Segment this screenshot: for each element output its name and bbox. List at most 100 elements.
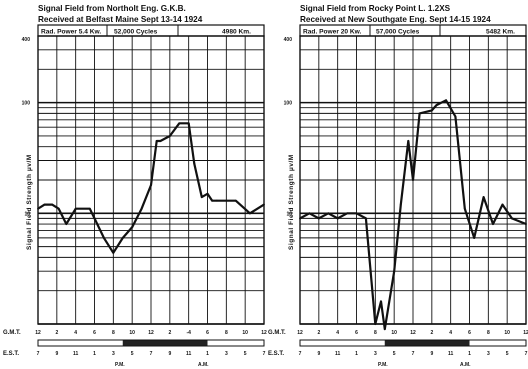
est-tick: 7: [263, 351, 266, 357]
pm-label: P.M.: [378, 362, 388, 368]
y-tick-labels: 400 100 10: [22, 37, 31, 217]
am-label: A.M.: [460, 362, 471, 368]
header-frequency: 57,000 Cycles: [376, 29, 420, 36]
data-point: [187, 122, 190, 125]
est-tick: 11: [335, 351, 341, 357]
data-point: [445, 99, 447, 102]
plot-frame: [299, 35, 527, 325]
est-tick: 1: [468, 351, 471, 357]
est-tick: 11: [448, 351, 454, 357]
gmt-tick: 2: [168, 330, 171, 336]
chart-rocky-point: Signal Field from Rocky Point L. 1.2XS R…: [268, 4, 528, 368]
data-point: [399, 203, 402, 206]
est-tick: 7: [525, 351, 528, 357]
gmt-tick: 12: [261, 330, 267, 336]
gmt-tick: 2: [55, 330, 58, 336]
est-tick: 5: [506, 351, 509, 357]
gmt-tick: 12: [35, 330, 41, 336]
header-distance: 5482 Km.: [486, 29, 515, 36]
series-path: [299, 99, 527, 331]
data-point: [216, 199, 218, 202]
est-tick: 3: [374, 351, 377, 357]
data-point: [346, 212, 348, 215]
data-point: [65, 223, 68, 225]
gmt-tick: 4: [336, 330, 339, 336]
data-point: [380, 300, 382, 303]
data-point: [43, 203, 46, 206]
data-point: [501, 203, 504, 206]
data-point: [155, 140, 158, 142]
data-point: [57, 207, 60, 210]
header-power: Rad. Power 5.4 Kw.: [41, 29, 101, 36]
gmt-tick: 4: [449, 330, 452, 336]
data-point: [473, 236, 476, 239]
est-tick: 7: [37, 351, 40, 357]
data-point: [454, 115, 457, 118]
data-point: [355, 212, 358, 215]
gmt-tick: 6: [93, 330, 96, 336]
data-point: [482, 196, 485, 199]
data-point: [51, 203, 54, 206]
gmt-tick: 12: [148, 330, 154, 336]
data-point: [317, 217, 320, 220]
data-point: [374, 323, 377, 325]
est-tick: 9: [317, 351, 320, 357]
data-point: [140, 207, 143, 210]
gmt-tick: 8: [487, 330, 490, 336]
y-tick-label: 400: [284, 37, 293, 43]
data-point: [327, 212, 330, 215]
data-point: [206, 192, 209, 195]
est-tick: 9: [55, 351, 58, 357]
data-point: [103, 236, 105, 239]
data-point: [430, 109, 433, 112]
data-point: [121, 236, 124, 239]
data-point: [74, 207, 77, 210]
series-line: [37, 122, 265, 254]
data-point: [308, 212, 311, 215]
header-box: Rad. Power 5.4 Kw. 52,000 Cycles 4980 Km…: [37, 24, 265, 37]
data-point: [365, 217, 367, 220]
est-tick: 7: [412, 351, 415, 357]
data-point: [131, 226, 134, 229]
data-point: [37, 207, 39, 210]
data-point: [393, 270, 396, 273]
est-tick: 3: [225, 351, 228, 357]
chart-title: Signal Field from Northolt Eng. G.K.B.: [38, 4, 186, 13]
data-point: [112, 251, 115, 254]
data-point: [178, 122, 181, 125]
y-axis-label: Signal Field Strength μv/M: [26, 154, 33, 250]
y-axis-label: Signal Field Strength μv/M: [288, 154, 295, 250]
data-point: [510, 217, 513, 220]
chart-subtitle: Received at New Southgate Eng. Sept 14-1…: [300, 15, 491, 24]
header-box: Rad. Power 20 Kw. 57,000 Cycles 5482 Km.: [299, 24, 527, 37]
gmt-tick-labels: 12 2 4 6 8 10 12 2 4 6 8 10 12: [297, 330, 528, 336]
night-band: [122, 340, 208, 346]
y-tick-label: 100: [284, 101, 293, 107]
data-point: [492, 223, 494, 225]
gmt-label: G.M.T.: [3, 330, 21, 336]
chart-northolt: Signal Field from Northolt Eng. G.K.B. R…: [3, 4, 267, 368]
y-tick-label: 10: [286, 211, 292, 217]
data-point: [525, 223, 527, 225]
series-path: [37, 122, 265, 254]
plot-frame: [37, 35, 265, 325]
data-point: [463, 207, 466, 210]
est-tick: 7: [299, 351, 302, 357]
gmt-tick: 12: [410, 330, 416, 336]
y-tick-label: 400: [22, 37, 31, 43]
gmt-tick: 6: [206, 330, 209, 336]
est-tick: 3: [487, 351, 490, 357]
gmt-tick: 8: [112, 330, 115, 336]
gmt-tick: 10: [504, 330, 510, 336]
y-tick-label: 10: [24, 211, 30, 217]
gmt-tick: 12: [297, 330, 303, 336]
data-point: [383, 328, 386, 330]
data-point: [200, 196, 203, 199]
night-band: [384, 340, 470, 346]
gmt-tick: 12: [523, 330, 528, 336]
est-label: E.S.T.: [268, 351, 284, 357]
est-tick: 7: [150, 351, 153, 357]
day-night-bar: [37, 339, 265, 347]
gmt-tick: 8: [225, 330, 228, 336]
